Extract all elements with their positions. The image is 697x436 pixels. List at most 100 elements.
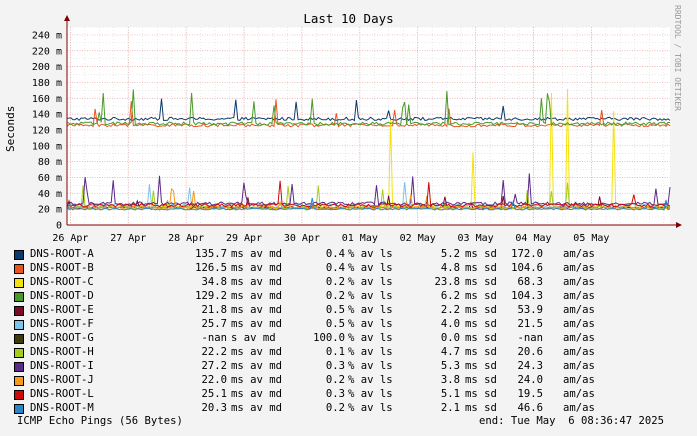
legend-sd-unit: ms sd bbox=[465, 318, 497, 330]
legend-loss-unit: % av ls bbox=[348, 276, 393, 288]
legend-am: 20.6 bbox=[517, 346, 543, 358]
legend-avg-unit: ms av md bbox=[231, 402, 283, 414]
legend-loss-unit: % av ls bbox=[348, 290, 393, 302]
legend-loss-unit: % av ls bbox=[348, 402, 393, 414]
legend-am: 24.3 bbox=[517, 360, 543, 372]
legend-avg-unit: s av md bbox=[231, 332, 276, 344]
legend-loss: 0.2 bbox=[325, 374, 345, 386]
x-tick-label: 27 Apr bbox=[110, 233, 146, 244]
legend-name: DNS-ROOT-B bbox=[30, 262, 94, 274]
legend-loss-unit: % av ls bbox=[348, 374, 393, 386]
legend-row: DNS-ROOT-M 20.3 ms av md 0.2% av ls 2.1 ms sd… bbox=[14, 401, 614, 415]
legend-am-unit: am/as bbox=[563, 262, 595, 274]
legend-loss: 0.4 bbox=[325, 262, 345, 274]
legend-name: DNS-ROOT-D bbox=[30, 290, 94, 302]
legend-row: DNS-ROOT-J 22.0 ms av md 0.2% av ls 3.8 ms sd… bbox=[14, 373, 614, 387]
legend-am-unit: am/as bbox=[563, 374, 595, 386]
x-tick-label: 01 May bbox=[342, 233, 378, 244]
legend-am: 68.3 bbox=[517, 276, 543, 288]
legend-loss-unit: % av ls bbox=[348, 304, 393, 316]
legend-sd: 0.0 bbox=[440, 332, 460, 344]
legend-row: DNS-ROOT-A 135.7 ms av md 0.4% av ls 5.2 ms s… bbox=[14, 247, 614, 261]
chart-title: Last 10 Days bbox=[303, 11, 394, 26]
legend-avg-unit: ms av md bbox=[231, 304, 283, 316]
legend-am: 19.5 bbox=[517, 388, 543, 400]
y-tick-label: 160 m bbox=[32, 94, 62, 105]
legend-am-unit: am/as bbox=[563, 388, 595, 400]
legend-sd: 5.3 bbox=[440, 360, 460, 372]
legend-loss: 100.0 bbox=[313, 332, 345, 344]
legend-sd: 23.8 bbox=[434, 276, 460, 288]
legend-loss: 0.2 bbox=[325, 276, 345, 288]
legend-loss: 0.4 bbox=[325, 248, 345, 260]
x-tick-label: 28 Apr bbox=[168, 233, 204, 244]
legend-name: DNS-ROOT-G bbox=[30, 332, 94, 344]
legend-name: DNS-ROOT-A bbox=[30, 248, 94, 260]
legend-sd: 2.2 bbox=[440, 304, 460, 316]
legend-am: 104.6 bbox=[511, 262, 543, 274]
legend-loss-unit: % av ls bbox=[348, 332, 393, 344]
legend-am-unit: am/as bbox=[563, 290, 595, 302]
legend-avg-unit: ms av md bbox=[231, 360, 283, 372]
series-line-dns-root-l bbox=[66, 180, 671, 208]
legend-name: DNS-ROOT-I bbox=[30, 360, 94, 372]
legend-swatch bbox=[14, 348, 24, 358]
legend-avg: 20.3 bbox=[201, 402, 227, 414]
x-tick-label: 05 May bbox=[573, 233, 609, 244]
legend-row: DNS-ROOT-D 129.2 ms av md 0.2% av ls 6.2 ms s… bbox=[14, 289, 614, 303]
legend-row: DNS-ROOT-I 27.2 ms av md 0.3% av ls 5.3 ms sd… bbox=[14, 359, 614, 373]
legend-avg: 34.8 bbox=[201, 276, 227, 288]
legend-am-unit: am/as bbox=[563, 304, 595, 316]
x-tick-label: 29 Apr bbox=[226, 233, 262, 244]
legend-am: 104.3 bbox=[511, 290, 543, 302]
x-tick-label: 30 Apr bbox=[284, 233, 320, 244]
legend-sd-unit: ms sd bbox=[465, 402, 497, 414]
legend-am: -nan bbox=[517, 332, 543, 344]
x-tick-label: 02 May bbox=[400, 233, 436, 244]
legend-swatch bbox=[14, 362, 24, 372]
legend-am: 24.0 bbox=[517, 374, 543, 386]
legend-name: DNS-ROOT-C bbox=[30, 276, 94, 288]
legend-name: DNS-ROOT-J bbox=[30, 374, 94, 386]
legend-loss: 0.2 bbox=[325, 402, 345, 414]
legend-avg: -nan bbox=[201, 332, 227, 344]
y-tick-label: 140 m bbox=[32, 110, 62, 121]
legend-sd-unit: ms sd bbox=[465, 346, 497, 358]
y-tick-label: 120 m bbox=[32, 125, 62, 136]
legend-am-unit: am/as bbox=[563, 402, 595, 414]
legend-sd-unit: ms sd bbox=[465, 276, 497, 288]
legend-sd: 4.0 bbox=[440, 318, 460, 330]
legend-am: 46.6 bbox=[517, 402, 543, 414]
legend-sd: 5.2 bbox=[440, 248, 460, 260]
legend-loss-unit: % av ls bbox=[348, 388, 393, 400]
legend-loss: 0.3 bbox=[325, 388, 345, 400]
legend-am: 53.9 bbox=[517, 304, 543, 316]
legend-sd: 5.1 bbox=[440, 388, 460, 400]
legend-name: DNS-ROOT-F bbox=[30, 318, 94, 330]
legend-loss: 0.2 bbox=[325, 290, 345, 302]
x-tick-label: 03 May bbox=[458, 233, 494, 244]
series-line-dns-root-a bbox=[66, 98, 671, 122]
end-timestamp: end: Tue May 6 08:36:47 2025 bbox=[479, 415, 664, 427]
legend-avg: 135.7 bbox=[195, 248, 227, 260]
legend-sd-unit: ms sd bbox=[465, 290, 497, 302]
legend-am-unit: am/as bbox=[563, 332, 595, 344]
legend-sd: 2.1 bbox=[440, 402, 460, 414]
legend-loss: 0.3 bbox=[325, 360, 345, 372]
legend-row: DNS-ROOT-B 126.5 ms av md 0.4% av ls 4.8 ms s… bbox=[14, 261, 614, 275]
legend-loss: 0.1 bbox=[325, 346, 345, 358]
legend-swatch bbox=[14, 390, 24, 400]
legend-swatch bbox=[14, 376, 24, 386]
legend-row: DNS-ROOT-C 34.8 ms av md 0.2% av ls 23.8 ms s… bbox=[14, 275, 614, 289]
legend-sd-unit: ms sd bbox=[465, 374, 497, 386]
x-tick-label: 26 Apr bbox=[52, 233, 88, 244]
legend-am-unit: am/as bbox=[563, 318, 595, 330]
legend-swatch bbox=[14, 306, 24, 316]
y-tick-label: 80 m bbox=[38, 157, 62, 168]
legend-loss-unit: % av ls bbox=[348, 360, 393, 372]
series-line-dns-root-m bbox=[66, 197, 671, 211]
legend-loss-unit: % av ls bbox=[348, 318, 393, 330]
legend-row: DNS-ROOT-H 22.2 ms av md 0.1% av ls 4.7 ms sd… bbox=[14, 345, 614, 359]
legend-sd-unit: ms sd bbox=[465, 332, 497, 344]
legend-sd-unit: ms sd bbox=[465, 304, 497, 316]
